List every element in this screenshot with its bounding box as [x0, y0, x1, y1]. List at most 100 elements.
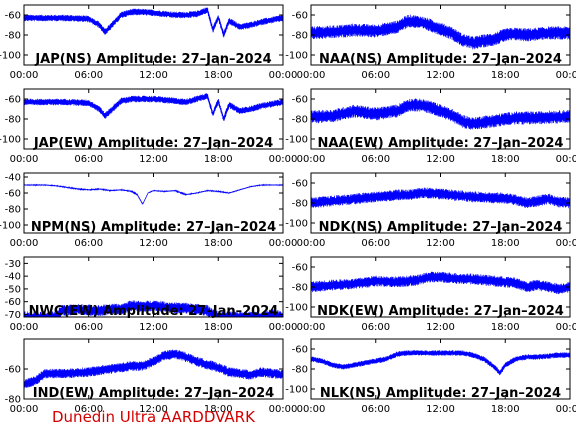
- x-tick-label: 18:00: [491, 154, 520, 165]
- panel-title: JAP(EW) Amplitude: 27–Jan–2024: [33, 136, 273, 151]
- panel-title: NAA(EW) Amplitude: 27–Jan–2024: [318, 136, 564, 151]
- y-tick-label: -80: [292, 31, 308, 42]
- chart-panel-10: -60 -80 -100 00:00 06:00 12:00 18:00 00:00 NLK(N…: [285, 338, 576, 415]
- x-tick-label: 18:00: [491, 70, 520, 81]
- y-tick-label: -60: [292, 345, 308, 356]
- y-tick-label: -40: [5, 173, 21, 184]
- y-tick-label: -100: [285, 385, 308, 396]
- x-tick-label: 00:00: [10, 154, 39, 165]
- y-tick-label: -60: [5, 11, 21, 22]
- y-tick-label: -80: [292, 199, 308, 210]
- x-tick-label: 00:00: [556, 404, 576, 415]
- x-tick-label: 18:00: [204, 404, 233, 415]
- x-tick-label: 00:00: [10, 322, 39, 333]
- x-tick-label: 00:00: [10, 404, 39, 415]
- y-tick-label: -60: [5, 297, 21, 308]
- x-tick-label: 12:00: [139, 238, 168, 249]
- series-line-2: [311, 14, 570, 50]
- panel-title: NWC(EW) Amplitude: 27–Jan–2024: [29, 304, 279, 319]
- panel-title: NDK(NS) Amplitude: 27–Jan–2024: [319, 220, 563, 235]
- y-tick-label: -60: [292, 11, 308, 22]
- y-tick-label: -80: [292, 283, 308, 294]
- y-tick-label: -80: [292, 115, 308, 126]
- x-tick-label: 12:00: [426, 404, 455, 415]
- x-tick-label: 00:00: [269, 70, 298, 81]
- x-tick-label: 06:00: [74, 70, 103, 81]
- x-tick-label: 12:00: [139, 322, 168, 333]
- y-tick-label: -100: [0, 135, 21, 146]
- x-tick-label: 06:00: [361, 404, 390, 415]
- x-tick-label: 00:00: [556, 322, 576, 333]
- x-tick-label: 00:00: [297, 322, 326, 333]
- y-tick-label: -80: [5, 205, 21, 216]
- series-line-5: [24, 183, 283, 205]
- y-tick-label: -70: [5, 310, 21, 321]
- x-tick-label: 00:00: [269, 238, 298, 249]
- y-tick-label: -40: [5, 272, 21, 283]
- x-tick-label: 00:00: [269, 322, 298, 333]
- series-line-1: [24, 7, 283, 38]
- x-tick-label: 18:00: [204, 70, 233, 81]
- x-tick-label: 18:00: [204, 154, 233, 165]
- y-tick-label: -60: [292, 179, 308, 190]
- x-tick-label: 18:00: [491, 404, 520, 415]
- y-tick-label: -100: [285, 219, 308, 230]
- y-tick-label: -60: [5, 95, 21, 106]
- y-tick-label: -50: [5, 284, 21, 295]
- x-tick-label: 18:00: [491, 322, 520, 333]
- chart-panel-2: -60 -80 -100 00:00 06:00 12:00 18:00 00:00 NAA(N…: [285, 4, 576, 81]
- x-tick-label: 18:00: [204, 238, 233, 249]
- x-tick-label: 12:00: [139, 70, 168, 81]
- y-tick-label: -100: [0, 221, 21, 232]
- x-tick-label: 06:00: [74, 238, 103, 249]
- x-tick-label: 00:00: [556, 238, 576, 249]
- x-tick-label: 06:00: [361, 322, 390, 333]
- panel-title: NDK(EW) Amplitude: 27–Jan–2024: [317, 304, 564, 319]
- y-tick-label: -60: [292, 263, 308, 274]
- x-tick-label: 06:00: [74, 322, 103, 333]
- y-tick-label: -80: [5, 115, 21, 126]
- series-line-9: [24, 349, 283, 389]
- y-tick-label: -60: [292, 95, 308, 106]
- y-tick-label: -80: [292, 365, 308, 376]
- x-tick-label: 06:00: [74, 154, 103, 165]
- y-tick-label: -30: [5, 259, 21, 270]
- x-tick-label: 06:00: [74, 404, 103, 415]
- station-footer: Dunedin Ultra AARDDVARK: [52, 408, 255, 426]
- x-tick-label: 18:00: [204, 322, 233, 333]
- x-tick-label: 00:00: [10, 70, 39, 81]
- x-tick-label: 12:00: [426, 70, 455, 81]
- y-tick-label: -60: [5, 365, 21, 376]
- x-tick-label: 00:00: [297, 70, 326, 81]
- x-tick-label: 00:00: [269, 404, 298, 415]
- chart-panel-5: -40 -60 -80 -100 00:00 06:00 12:00 18:00 00:00 NP…: [0, 172, 298, 249]
- x-tick-label: 00:00: [269, 154, 298, 165]
- x-tick-label: 12:00: [139, 154, 168, 165]
- y-tick-label: -100: [0, 51, 21, 62]
- series-line-6: [311, 187, 570, 209]
- x-tick-label: 00:00: [297, 238, 326, 249]
- y-tick-label: -80: [5, 31, 21, 42]
- y-tick-label: -60: [5, 189, 21, 200]
- series-line-3: [24, 93, 283, 121]
- chart-panel-4: -60 -80 -100 00:00 06:00 12:00 18:00 00:00 NAA(E…: [285, 88, 576, 165]
- chart-panel-1: -60 -80 -100 00:00 06:00 12:00 18:00 00:00 JAP(N…: [0, 4, 298, 81]
- panel-title: IND(EW) Amplitude: 27–Jan–2024: [33, 386, 274, 401]
- x-tick-label: 00:00: [10, 238, 39, 249]
- panel-title: NAA(NS) Amplitude: 27–Jan–2024: [319, 52, 562, 67]
- x-tick-label: 00:00: [297, 154, 326, 165]
- panel-title: NLK(NS) Amplitude: 27–Jan–2024: [320, 386, 561, 401]
- series-line-8: [311, 271, 570, 295]
- chart-panel-3: -60 -80 -100 00:00 06:00 12:00 18:00 00:00 JAP(E…: [0, 88, 298, 165]
- panel-title: NPM(NS) Amplitude: 27–Jan–2024: [31, 220, 276, 235]
- series-line-7: [24, 300, 283, 317]
- chart-panel-8: -60 -80 -100 00:00 06:00 12:00 18:00 00:00 NDK(E…: [285, 256, 576, 333]
- x-tick-label: 12:00: [139, 404, 168, 415]
- x-tick-label: 12:00: [426, 322, 455, 333]
- y-tick-label: -100: [285, 135, 308, 146]
- x-tick-label: 18:00: [491, 238, 520, 249]
- series-line-10: [311, 350, 570, 376]
